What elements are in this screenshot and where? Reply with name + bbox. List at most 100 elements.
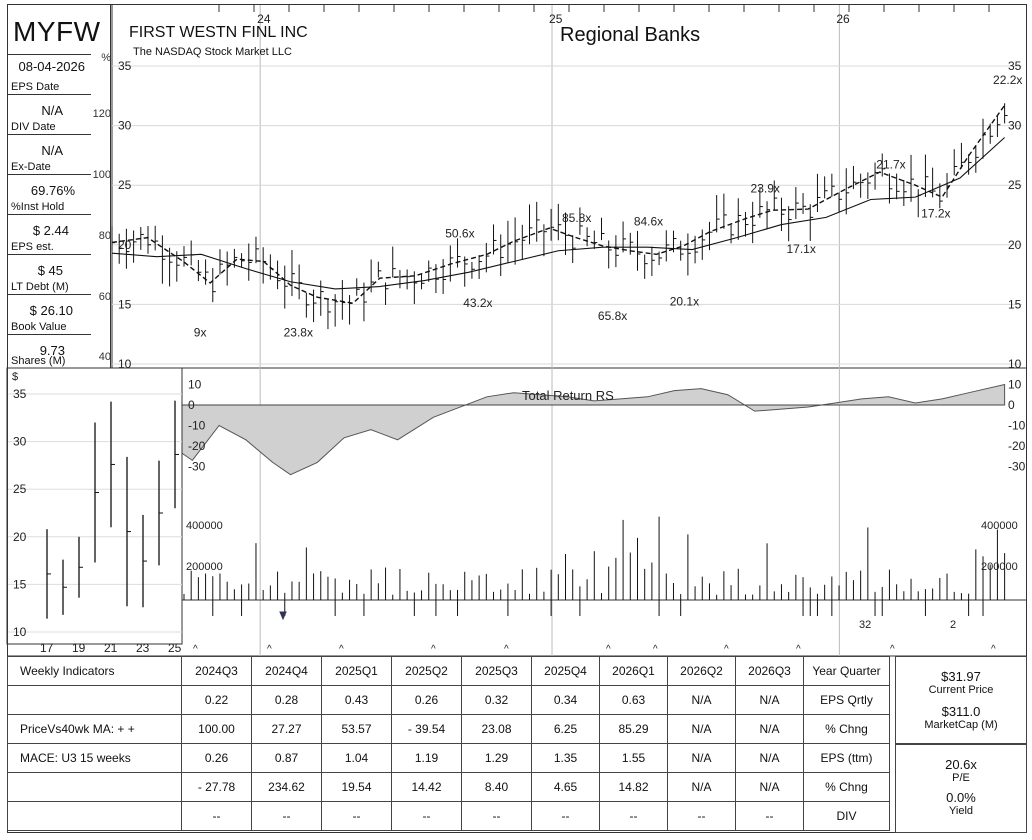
indicator-cell: 0.26 [181, 743, 252, 773]
indicator-cell: N/A [735, 685, 804, 715]
lt-debt-label: LT Debt (M) [11, 281, 69, 293]
pe-label: 9x [194, 326, 207, 340]
indicator-cell: 19.54 [321, 772, 392, 802]
indicator-cell: - 39.54 [391, 714, 462, 744]
indicator-cell: 0.34 [531, 685, 600, 715]
y-tick-label-right: 20 [1008, 238, 1022, 252]
current-price-label: Current Price [928, 684, 994, 696]
pe-label: 50.6x [445, 227, 474, 241]
indicator-cell: -- [321, 801, 392, 831]
quarter-marker: ^ [991, 644, 996, 655]
pe-labels: 9x 23.8x 50.6x 43.2x 85.8x 65.8x 84.6x 20.1x 23.… [194, 73, 1023, 340]
indicator-metric-label: % Chng [803, 772, 890, 802]
quarter-header: 2024Q3 [181, 656, 252, 686]
y-tick-label-left: 25 [118, 178, 132, 192]
indicator-cell: N/A [667, 685, 736, 715]
pe-label: 21.7x [876, 158, 905, 172]
quarter-header: 2025Q1 [321, 656, 392, 686]
indicator-row-label [7, 801, 182, 831]
indicator-cell: 234.62 [251, 772, 322, 802]
y-tick-label-right: 25 [1008, 178, 1022, 192]
indicator-cell: 1.19 [391, 743, 462, 773]
price-marketcap-box: $31.97 Current Price $311.0 MarketCap (M… [895, 656, 1027, 744]
pe-label: P/E [952, 772, 970, 784]
inst-hold-label: %Inst Hold [11, 201, 65, 213]
indicator-row-label: PriceVs40wk MA: + + [7, 714, 182, 744]
pe-label: 43.2x [463, 296, 492, 310]
indicator-cell: 0.43 [321, 685, 392, 715]
quarter-header: 2026Q1 [599, 656, 668, 686]
indicator-cell: 0.28 [251, 685, 322, 715]
indicator-metric-label: EPS (ttm) [803, 743, 890, 773]
yearly-range-chart: 35 30 25 20 15 10 $17 19 21 23 25 [6, 367, 183, 655]
stock-info-panel: MYFW 08-04-2026 EPS Date N/A DIV Date N/… [7, 4, 111, 368]
eps-date-label: EPS Date [11, 81, 60, 93]
pe-label: 84.6x [634, 215, 663, 229]
indicator-cell: 0.26 [391, 685, 462, 715]
y-tick-label-right: 30 [1008, 119, 1022, 133]
div-date-cell: N/A DIV Date [7, 94, 91, 134]
inset-x-tick: 17 [40, 641, 54, 655]
market-cap-label: MarketCap (M) [924, 719, 998, 731]
volume-tick-label: 200000 [981, 561, 1018, 573]
indicator-cell: N/A [667, 714, 736, 744]
pct-axis-tick: 80 [98, 230, 111, 242]
indicator-cell: 1.04 [321, 743, 392, 773]
book-value-cell: $ 26.10 Book Value [7, 294, 91, 334]
chart-frame [7, 4, 1027, 833]
inset-y-tick: 20 [13, 530, 27, 544]
y-tick-label-left: 35 [118, 59, 132, 73]
rs-tick-left: -30 [188, 460, 206, 474]
pe-label: 23.9x [751, 181, 780, 195]
relative-strength-panel: 10 10 0 0 -10 -10 -20 -20 -30 -30 Total Return RS [111, 378, 1026, 476]
pct-axis-tick: 120 [92, 108, 111, 120]
div-date-value: N/A [41, 103, 63, 118]
indicator-cell: N/A [735, 772, 804, 802]
rs-tick-right: 10 [1008, 378, 1022, 392]
quarter-marker: ^ [339, 644, 344, 655]
rs-tick-left: 0 [188, 398, 195, 412]
volume-panel: 400000 200000 400000 200000 32 2 ^ ^ ^ ^ ^ ^ ^ ^ ^ ^ ^ [182, 516, 1027, 655]
x-tick-label: 24 [257, 12, 271, 26]
indicator-metric-label: % Chng [803, 714, 890, 744]
quarter-header: 2026Q2 [667, 656, 736, 686]
indicator-row-label: MACE: U3 15 weeks [7, 743, 182, 773]
eps-est-label: EPS est. [11, 241, 54, 253]
inst-hold-cell: 69.76% %Inst Hold [7, 174, 91, 214]
lt-debt-cell: $ 45 LT Debt (M) [7, 254, 91, 294]
pe-label: 17.1x [786, 242, 815, 256]
ex-date-label: Ex-Date [11, 161, 51, 173]
indicator-cell: 1.35 [531, 743, 600, 773]
pe-label: 85.8x [562, 211, 591, 225]
rs-tick-left: -10 [188, 419, 206, 433]
indicator-cell: 6.25 [531, 714, 600, 744]
pct-axis-tick: 40 [98, 351, 111, 363]
indicator-cell: -- [251, 801, 322, 831]
volume-tick-label: 200000 [186, 561, 223, 573]
pct-axis-tick: 60 [98, 291, 111, 303]
y-tick-label-right: 10 [1008, 357, 1022, 371]
indicator-cell: 8.40 [461, 772, 532, 802]
inset-y-tick: 35 [13, 387, 27, 401]
inset-y-tick: 10 [13, 625, 27, 639]
volume-tick-label: 400000 [186, 520, 223, 532]
indicator-row: -- -- -- -- -- -- -- -- -- DIV [7, 801, 890, 831]
inset-x-tick: 21 [104, 641, 118, 655]
indicator-cell: 1.55 [599, 743, 668, 773]
indicator-cell: -- [735, 801, 804, 831]
rs-title: Total Return RS [522, 388, 614, 403]
inset-y-tick: 15 [13, 577, 27, 591]
lt-debt-value: $ 45 [37, 263, 63, 278]
indicator-cell: 14.42 [391, 772, 462, 802]
ex-date-cell: N/A Ex-Date [7, 134, 91, 174]
pe-label: 65.8x [598, 309, 627, 323]
current-price-value: $31.97 [941, 669, 981, 684]
book-value-label: Book Value [11, 321, 67, 333]
inst-hold-value: 69.76% [30, 183, 75, 198]
indicator-metric-label: EPS Qrtly [803, 685, 890, 715]
indicator-cell: 53.57 [321, 714, 392, 744]
indicator-cell: 0.32 [461, 685, 532, 715]
y-tick-label-right: 35 [1008, 59, 1022, 73]
shares-value: 9.73 [39, 343, 65, 358]
pct-axis-tick: 100 [92, 169, 111, 181]
